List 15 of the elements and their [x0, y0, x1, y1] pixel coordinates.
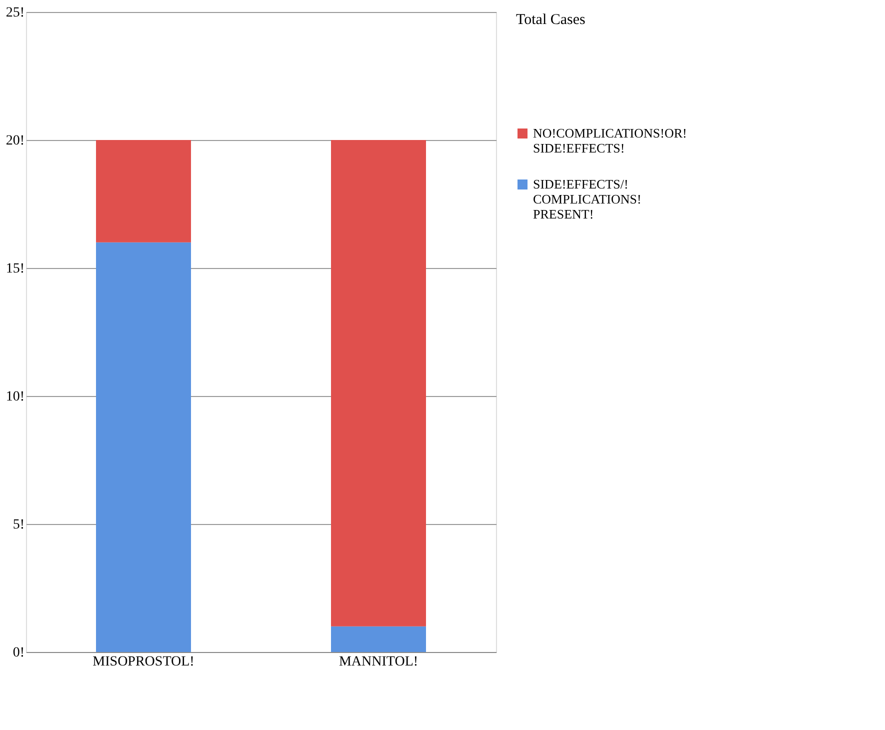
- x-tick-label: MISOPROSTOL!: [92, 654, 194, 670]
- y-tick-label: 15!: [6, 262, 24, 276]
- y-tick-label: 20!: [6, 134, 24, 148]
- legend-title: Total Cases: [516, 12, 586, 28]
- bar: [331, 140, 426, 626]
- legend-label: NO!COMPLICATIONS!OR! SIDE!EFFECTS!: [533, 126, 687, 156]
- y-tick-label: 10!: [6, 390, 24, 404]
- y-tick-label: 25!: [6, 6, 24, 20]
- bar: [331, 626, 426, 652]
- y-tick-label: 5!: [12, 518, 24, 532]
- y-tick-label: 0!: [12, 646, 24, 660]
- bar: [96, 242, 191, 652]
- x-tick-label: MANNITOL!: [338, 654, 418, 670]
- bar: [96, 140, 191, 242]
- legend-label: SIDE!EFFECTS/! COMPLICATIONS! PRESENT!: [533, 176, 642, 222]
